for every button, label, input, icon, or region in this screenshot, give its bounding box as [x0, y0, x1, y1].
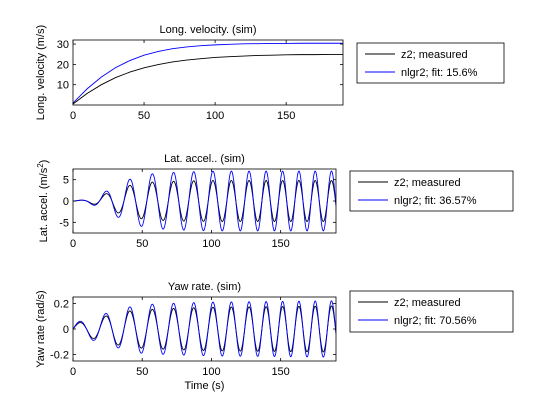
axes-1-xtick-label: 100 [206, 110, 224, 122]
axes-2-xtick-label: 50 [136, 238, 148, 250]
axes-3-ylabel-text: Yaw rate (rad/s) [35, 290, 47, 367]
axes-1-frame [72, 39, 344, 106]
axes-3-ytick-label: 0 [63, 324, 69, 336]
axes-2-xtick-label: 0 [70, 238, 76, 250]
axes-1-ytick-label: 20 [57, 59, 69, 71]
axes-2-legend-label-2: nlgr2; fit: 36.57% [394, 195, 477, 207]
axes-1-series-model-line [73, 42, 343, 104]
axes-2-series-model-line [73, 170, 336, 232]
axes-1-series-measured-line [73, 53, 343, 105]
axes-3-ytick-label: 0.2 [54, 298, 69, 310]
axes-1-ytick-label: 10 [57, 80, 69, 92]
axes-1-ylabel-text: Long. velocity (m/s) [35, 25, 47, 120]
figure-xlabel: Time (s) [185, 380, 225, 392]
axes-2-ylabel: Lat. accel. (m/s2) [36, 160, 51, 243]
axes-3-ytick-label: -0.2 [50, 350, 69, 362]
axes-3-legend-label-2: nlgr2; fit: 70.56% [394, 315, 477, 327]
axes-1-ytick-label: 30 [57, 39, 69, 51]
axes-1-background [73, 40, 343, 105]
axes-2-legend-box [349, 170, 514, 212]
axes-1-ylabel: Long. velocity (m/s) [35, 25, 47, 120]
axes-2-xtick-label: 150 [271, 238, 289, 250]
axes-3-legend-label-1: z2; measured [394, 297, 461, 309]
axes-3-series-measured-line [73, 305, 336, 353]
axes-3-xtick-label: 100 [202, 366, 220, 378]
axes-1-legend-label-2: nlgr2; fit: 15.6% [401, 67, 478, 79]
axes-3-ylabel: Yaw rate (rad/s) [35, 290, 47, 367]
axes-3-xtick-label: 0 [70, 366, 76, 378]
axes-2-ylabel-sup: 2 [36, 163, 45, 168]
axes-2-legend-label-1: z2; measured [394, 177, 461, 189]
axes-3-legend-box [349, 290, 514, 333]
axes-1-legend-label-1: z2; measured [401, 49, 468, 61]
axes-2-ytick-label: 0 [63, 196, 69, 208]
axes-2-background [73, 169, 336, 233]
axes-1-xtick-label: 150 [277, 110, 295, 122]
axes-2-ylabel-end: ) [38, 160, 50, 164]
axes-3-xtick-label: 150 [271, 366, 289, 378]
axes-2-ytick-label: 5 [63, 175, 69, 187]
axes-2-ytick-label: -5 [59, 217, 69, 229]
axes-2-series-measured-line [73, 180, 336, 222]
axes-2-ylabel-text: Lat. accel. (m/s [38, 167, 50, 242]
axes-1-legend-box [356, 42, 505, 84]
axes-1-xtick-label: 50 [138, 110, 150, 122]
axes-2-title: Lat. accel.. (sim) [164, 153, 245, 165]
axes-1-xtick-label: 0 [70, 110, 76, 122]
axes-1-title: Long. velocity. (sim) [160, 24, 257, 36]
axes-3-background [73, 297, 336, 361]
axes-3-xtick-label: 50 [136, 366, 148, 378]
axes-3-title: Yaw rate. (sim) [168, 281, 241, 293]
axes-3-series-model-line [73, 300, 336, 358]
axes-2-xtick-label: 100 [202, 238, 220, 250]
